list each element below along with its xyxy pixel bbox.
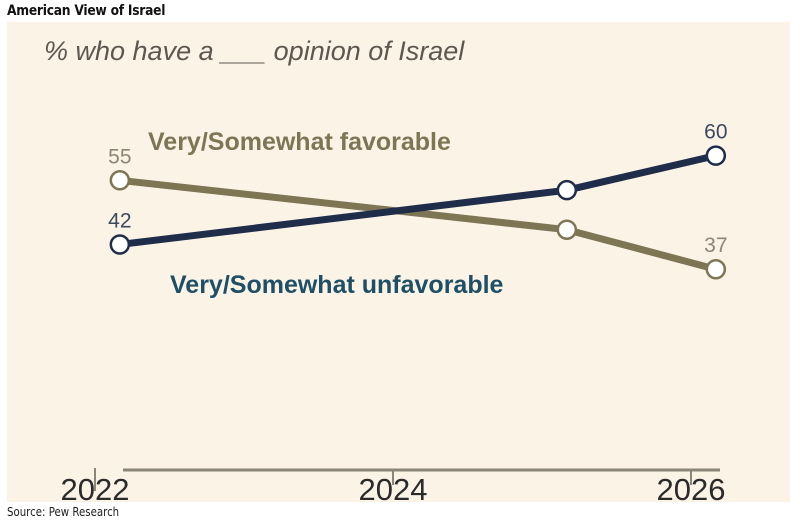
data-label: 60 xyxy=(704,121,727,144)
series-line-favorable xyxy=(119,176,717,273)
chart-panel xyxy=(7,22,790,502)
series-label-unfavorable: Very/Somewhat unfavorable xyxy=(170,271,504,299)
x-tick-label: 2022 xyxy=(61,472,130,507)
x-tick-label: 2024 xyxy=(359,472,428,507)
data-point xyxy=(556,179,578,201)
series-label-favorable: Very/Somewhat favorable xyxy=(148,128,451,156)
chart-header: American View of Israel xyxy=(7,3,166,19)
source-note: Source: Pew Research xyxy=(7,505,120,519)
chart-subtitle: % who have a ___ opinion of Israel xyxy=(44,36,465,66)
data-point xyxy=(556,219,578,240)
series-line-unfavorable xyxy=(119,152,717,248)
data-point xyxy=(705,145,727,166)
data-point xyxy=(109,234,131,255)
data-label: 55 xyxy=(108,145,131,168)
x-tick-label: 2026 xyxy=(657,472,726,507)
data-point xyxy=(705,258,727,280)
data-point xyxy=(109,170,131,191)
data-label: 42 xyxy=(108,210,131,233)
data-label: 37 xyxy=(704,234,727,257)
